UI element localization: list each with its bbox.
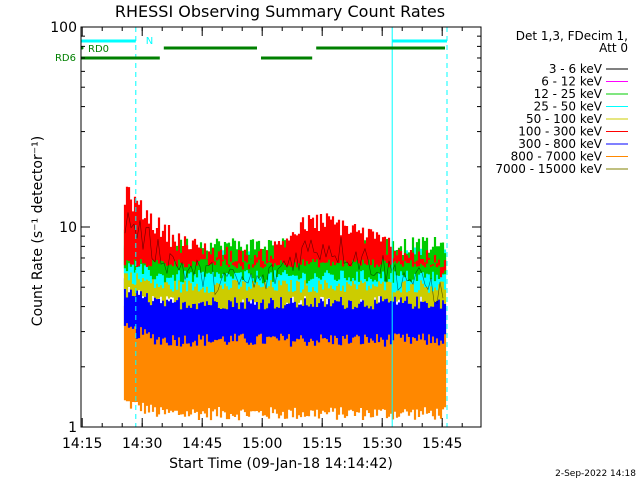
legend-label-4: 50 - 100 keV	[526, 112, 603, 126]
plot-marks: N RD0 RD6	[55, 27, 448, 427]
x-axis-label: Start Time (09-Jan-18 14:14:42)	[169, 456, 393, 472]
band-1	[123, 278, 447, 347]
x-tick-label-3: 15:00	[242, 436, 282, 452]
saa-label: N	[146, 36, 153, 47]
legend-label-6: 300 - 800 keV	[518, 137, 602, 151]
legend-label-0: 3 - 6 keV	[549, 62, 603, 76]
legend-header-line1: Det 1,3, FDecim 1,	[516, 29, 628, 43]
y-axis-ticks: 1 10 100	[50, 20, 481, 436]
x-axis-ticks: 14:15 14:30 14:45 15:00 15:15 15:30 15:45	[62, 27, 463, 452]
count-rate-bands	[123, 186, 447, 421]
y-tick-label-2: 100	[50, 20, 77, 36]
legend-label-1: 6 - 12 keV	[541, 75, 603, 89]
x-tick-label-6: 15:45	[422, 436, 462, 452]
legend-label-3: 25 - 50 keV	[534, 100, 603, 114]
band-5	[123, 186, 447, 278]
y-tick-label-0: 1	[68, 420, 77, 436]
x-tick-label-0: 14:15	[62, 436, 102, 452]
legend-header-line2: Att 0	[599, 41, 628, 55]
x-tick-label-1: 14:30	[122, 436, 162, 452]
band-0	[123, 294, 447, 421]
legend-label-2: 12 - 25 keV	[534, 87, 603, 101]
x-tick-label-5: 15:30	[362, 436, 402, 452]
x-tick-label-4: 15:15	[302, 436, 342, 452]
rd0-label: RD0	[88, 44, 109, 55]
series-3-6kev-line	[124, 212, 444, 305]
legend-label-7: 800 - 7000 keV	[511, 150, 603, 164]
date-stamp: 2-Sep-2022 14:18	[555, 469, 636, 479]
legend-label-8: 7000 - 15000 keV	[495, 162, 602, 176]
y-tick-label-1: 10	[59, 220, 77, 236]
x-tick-label-2: 14:45	[182, 436, 222, 452]
legend-label-5: 100 - 300 keV	[518, 125, 602, 139]
y-axis-label: Count Rate (s⁻¹ detector⁻¹)	[30, 136, 46, 326]
chart-title: RHESSI Observing Summary Count Rates	[115, 2, 445, 21]
rd6-label: RD6	[55, 53, 76, 64]
